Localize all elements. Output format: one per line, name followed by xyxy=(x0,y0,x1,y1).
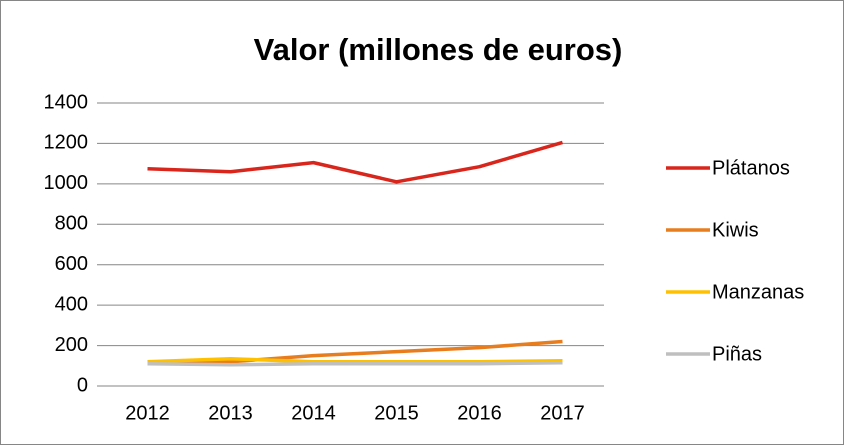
y-tick-label: 600 xyxy=(55,253,88,275)
y-tick-label: 800 xyxy=(55,213,88,235)
series-line xyxy=(147,361,563,367)
x-tick-label: 2013 xyxy=(208,402,253,424)
chart-title: Valor (millones de euros) xyxy=(254,32,623,67)
y-tick-label: 200 xyxy=(55,334,88,356)
y-tick-label: 1400 xyxy=(44,91,89,113)
legend-label: Manzanas xyxy=(712,281,804,303)
y-tick-label: 1200 xyxy=(44,132,89,154)
y-tick-label: 400 xyxy=(55,293,88,315)
x-tick-label: 2015 xyxy=(374,402,419,424)
legend-label: Plátanos xyxy=(712,157,790,179)
y-tick-label: 1000 xyxy=(44,172,89,194)
legend-label: Kiwis xyxy=(712,219,759,241)
x-tick-label: 2017 xyxy=(540,402,585,424)
legend-label: Piñas xyxy=(712,343,762,365)
x-tick-label: 2016 xyxy=(457,402,502,424)
y-tick-label: 0 xyxy=(77,374,88,396)
x-tick-label: 2012 xyxy=(125,402,170,424)
series-line xyxy=(147,140,563,184)
x-tick-label: 2014 xyxy=(291,402,336,424)
series-line xyxy=(147,356,563,364)
series-line xyxy=(147,339,563,364)
